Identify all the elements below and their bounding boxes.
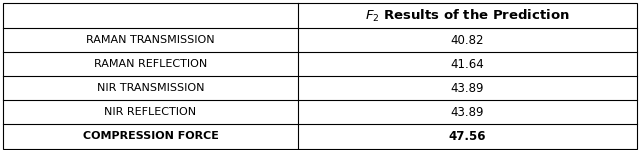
Text: NIR TRANSMISSION: NIR TRANSMISSION bbox=[97, 84, 204, 93]
Text: 47.56: 47.56 bbox=[449, 130, 486, 143]
Text: $\mathit{F}_2$ Results of the Prediction: $\mathit{F}_2$ Results of the Prediction bbox=[365, 8, 570, 24]
Text: RAMAN TRANSMISSION: RAMAN TRANSMISSION bbox=[86, 35, 215, 45]
Text: NIR REFLECTION: NIR REFLECTION bbox=[104, 108, 196, 117]
Text: 43.89: 43.89 bbox=[451, 82, 484, 95]
Text: 41.64: 41.64 bbox=[451, 58, 484, 71]
Text: 40.82: 40.82 bbox=[451, 34, 484, 47]
Text: RAMAN REFLECTION: RAMAN REFLECTION bbox=[94, 59, 207, 69]
Text: COMPRESSION FORCE: COMPRESSION FORCE bbox=[83, 132, 218, 141]
Text: 43.89: 43.89 bbox=[451, 106, 484, 119]
